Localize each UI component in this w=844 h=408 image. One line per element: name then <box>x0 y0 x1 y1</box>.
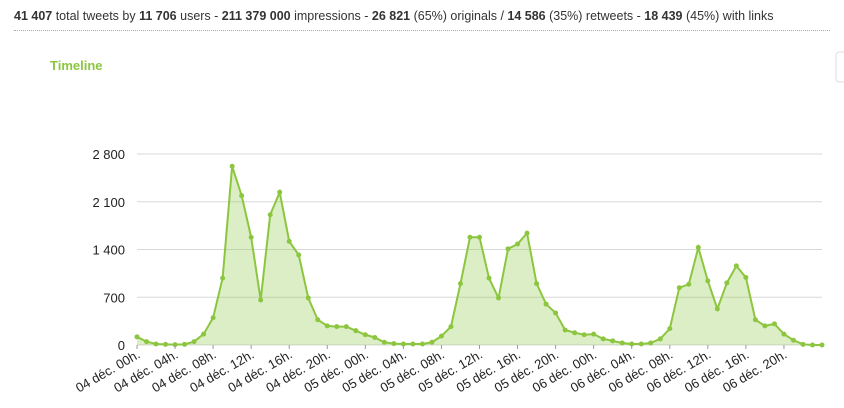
point <box>705 278 711 284</box>
stats-bar: 41 407 total tweets by 11 706 users - 21… <box>14 9 830 31</box>
stat-text: (45%) with links <box>682 9 774 23</box>
point <box>229 163 235 169</box>
point <box>258 297 264 303</box>
point <box>667 326 673 332</box>
point <box>543 301 549 307</box>
stat-value: 11 706 <box>139 9 177 23</box>
stat-text: (35%) retweets - <box>545 9 645 23</box>
y-tick-label: 700 <box>103 290 125 305</box>
side-handle <box>835 51 844 83</box>
point <box>448 324 454 330</box>
point <box>153 341 159 347</box>
point <box>400 341 406 347</box>
point <box>648 340 654 346</box>
point <box>419 341 425 347</box>
point <box>134 334 140 340</box>
point <box>496 295 502 301</box>
point <box>324 323 330 329</box>
point <box>714 306 720 312</box>
point <box>695 244 701 250</box>
point <box>429 339 435 345</box>
point <box>172 342 178 348</box>
point <box>809 342 815 348</box>
point <box>343 324 349 330</box>
point <box>248 234 254 240</box>
stat-text: (65%) originals / <box>410 9 508 23</box>
point <box>771 321 777 327</box>
stat-value: 14 586 <box>507 9 546 23</box>
point <box>267 212 273 218</box>
point <box>372 334 378 340</box>
point <box>581 332 587 338</box>
point <box>362 332 368 338</box>
point <box>762 323 768 329</box>
point <box>800 341 806 347</box>
point <box>733 263 739 269</box>
chart-title: Timeline <box>50 58 103 73</box>
point <box>629 341 635 347</box>
point <box>819 342 825 348</box>
point <box>438 333 444 339</box>
stat-value: 26 821 <box>371 9 411 23</box>
y-tick-label: 2 800 <box>92 147 125 162</box>
point <box>220 275 226 281</box>
point <box>743 274 749 280</box>
point <box>562 327 568 333</box>
point <box>686 281 692 287</box>
point <box>286 238 292 244</box>
stat-value: 211 379 000 <box>221 9 291 23</box>
point <box>144 339 150 345</box>
point <box>505 246 511 252</box>
point <box>191 339 197 345</box>
point <box>515 241 521 247</box>
point <box>610 338 616 344</box>
point <box>410 341 416 347</box>
point <box>657 336 663 342</box>
point <box>457 281 463 287</box>
stat-value: 41 407 <box>14 9 53 23</box>
point <box>676 285 682 291</box>
y-tick-label: 0 <box>118 338 125 353</box>
point <box>210 315 216 321</box>
point <box>638 341 644 347</box>
point <box>163 341 169 347</box>
point <box>353 328 359 334</box>
point <box>752 317 758 323</box>
point <box>477 234 482 240</box>
point <box>724 280 730 286</box>
stat-text: users - <box>176 9 222 23</box>
point <box>277 189 283 195</box>
point <box>334 324 340 330</box>
point <box>315 317 321 323</box>
point <box>305 295 311 301</box>
point <box>391 341 397 347</box>
stat-text: total tweets by <box>52 9 140 23</box>
point <box>619 340 625 346</box>
stat-value: 18 439 <box>644 9 683 23</box>
point <box>600 336 606 342</box>
point <box>486 275 492 281</box>
point <box>524 230 530 236</box>
point <box>467 234 473 240</box>
point <box>182 341 188 347</box>
point <box>296 252 302 258</box>
stat-text: impressions - <box>290 9 372 23</box>
point <box>381 339 387 345</box>
point <box>591 331 597 337</box>
point <box>201 331 207 337</box>
point <box>534 281 540 287</box>
point <box>572 330 578 336</box>
y-tick-label: 1 400 <box>92 243 125 258</box>
y-tick-label: 2 100 <box>92 195 125 210</box>
point <box>781 331 787 337</box>
point <box>790 337 796 343</box>
area-fill <box>137 166 822 345</box>
point <box>239 193 245 199</box>
point <box>553 310 559 316</box>
